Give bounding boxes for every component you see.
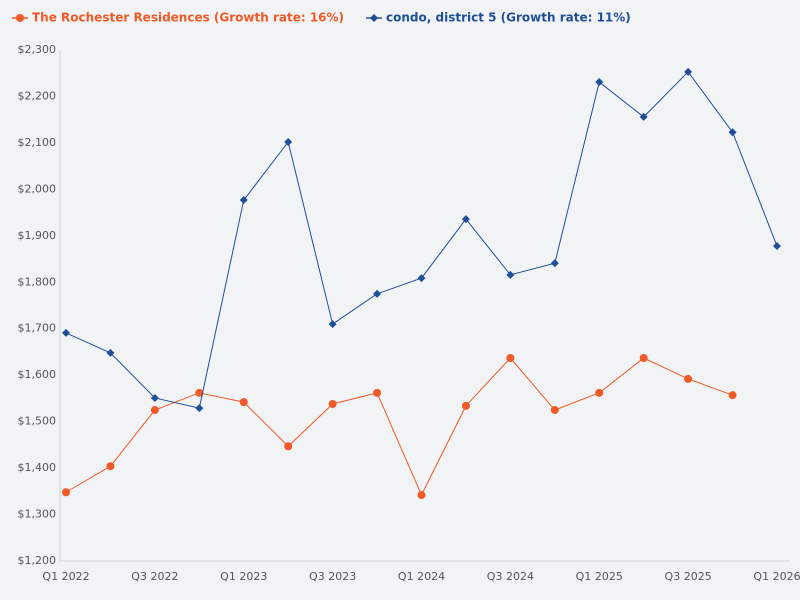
point [550,406,559,415]
y-tick-label: $1,600 [18,368,57,381]
point [684,67,693,76]
point [328,399,337,408]
x-tick-label: Q3 2022 [131,570,178,583]
point [684,374,693,383]
y-tick-label: $1,700 [18,322,57,335]
x-tick-label: Q1 2023 [220,570,267,583]
point [417,274,426,283]
point [62,488,70,497]
y-tick-label: $1,900 [18,229,57,242]
point [328,320,337,329]
x-tick-label: Q3 2023 [309,570,356,583]
x-tick-label: Q1 2025 [576,570,623,583]
point [773,242,781,251]
x-tick-label: Q1 2022 [42,570,89,583]
point [239,196,248,205]
point [106,348,115,357]
x-tick-label: Q3 2025 [665,570,712,583]
point [284,442,293,451]
series-line [65,357,733,497]
point [639,353,648,362]
point [595,78,604,87]
point [728,391,737,400]
point [373,388,382,397]
y-tick-label: $1,800 [18,275,57,288]
y-tick-label: $1,400 [18,461,57,474]
y-tick-label: $2,000 [18,182,57,195]
point [506,270,515,279]
legend-text: condo, district 5 (Growth rate: 11%) [386,11,631,25]
y-tick-label: $2,200 [18,89,57,102]
point [550,259,559,268]
point [195,404,204,413]
y-tick-label: $2,100 [18,136,57,149]
x-tick-label: Q3 2024 [487,570,534,583]
y-tick-label: $1,200 [18,554,57,567]
legend-marker [370,14,379,22]
point [150,393,159,402]
x-tick-label: Q1 2024 [398,570,445,583]
legend-text: The Rochester Residences (Growth rate: 1… [32,11,344,25]
point [239,398,248,407]
point [461,215,470,224]
point [461,401,470,410]
y-tick-label: $1,500 [18,415,57,428]
point [506,353,515,362]
point [62,328,70,337]
point [417,491,426,500]
point [195,388,204,397]
x-tick-label: Q1 2026 [753,570,800,583]
y-tick-label: $1,300 [18,508,57,521]
point [639,112,648,121]
legend-marker [16,14,24,22]
point [595,388,604,397]
point [373,289,382,298]
point [150,406,159,415]
point [728,128,737,137]
point [106,462,115,471]
point [284,137,293,146]
y-tick-label: $2,300 [18,43,57,56]
